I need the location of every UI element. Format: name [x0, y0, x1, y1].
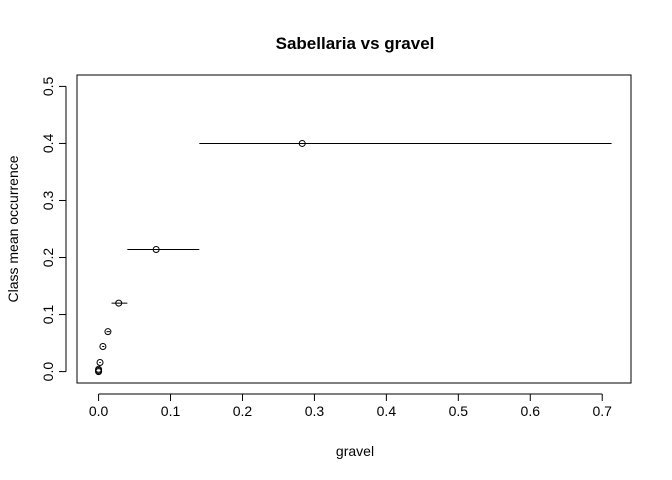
- x-tick-label: 0.5: [449, 403, 469, 419]
- y-axis: 0.0 0.1 0.2 0.3 0.4 0.5: [40, 76, 67, 382]
- data-point: [104, 328, 112, 336]
- x-tick-label: 0.7: [592, 403, 612, 419]
- data-point: [95, 365, 103, 373]
- data-point: [96, 358, 104, 366]
- y-tick-label: 0.4: [40, 134, 56, 154]
- y-tick-label: 0.0: [40, 362, 56, 382]
- y-tick-label: 0.5: [40, 76, 56, 96]
- x-tick-label: 0.1: [161, 403, 181, 419]
- x-tick-label: 0.2: [233, 403, 253, 419]
- data-point: [115, 299, 123, 307]
- chart-title: Sabellaria vs gravel: [276, 34, 435, 53]
- y-tick-label: 0.2: [40, 248, 56, 268]
- x-tick-label: 0.6: [521, 403, 541, 419]
- x-axis-label: gravel: [336, 443, 374, 459]
- x-tick-label: 0.3: [305, 403, 325, 419]
- x-tick-label: 0.0: [89, 403, 109, 419]
- y-tick-label: 0.3: [40, 191, 56, 211]
- x-tick-label: 0.4: [377, 403, 397, 419]
- data-marks: [95, 139, 612, 376]
- data-point: [152, 246, 160, 254]
- plot-frame: [76, 74, 632, 384]
- y-tick-label: 0.1: [40, 305, 56, 325]
- data-point: [298, 139, 306, 147]
- y-axis-label: Class mean occurrence: [5, 155, 21, 302]
- data-point: [99, 342, 107, 350]
- x-axis: 0.0 0.1 0.2 0.3 0.4 0.5 0.6 0.7: [89, 393, 612, 419]
